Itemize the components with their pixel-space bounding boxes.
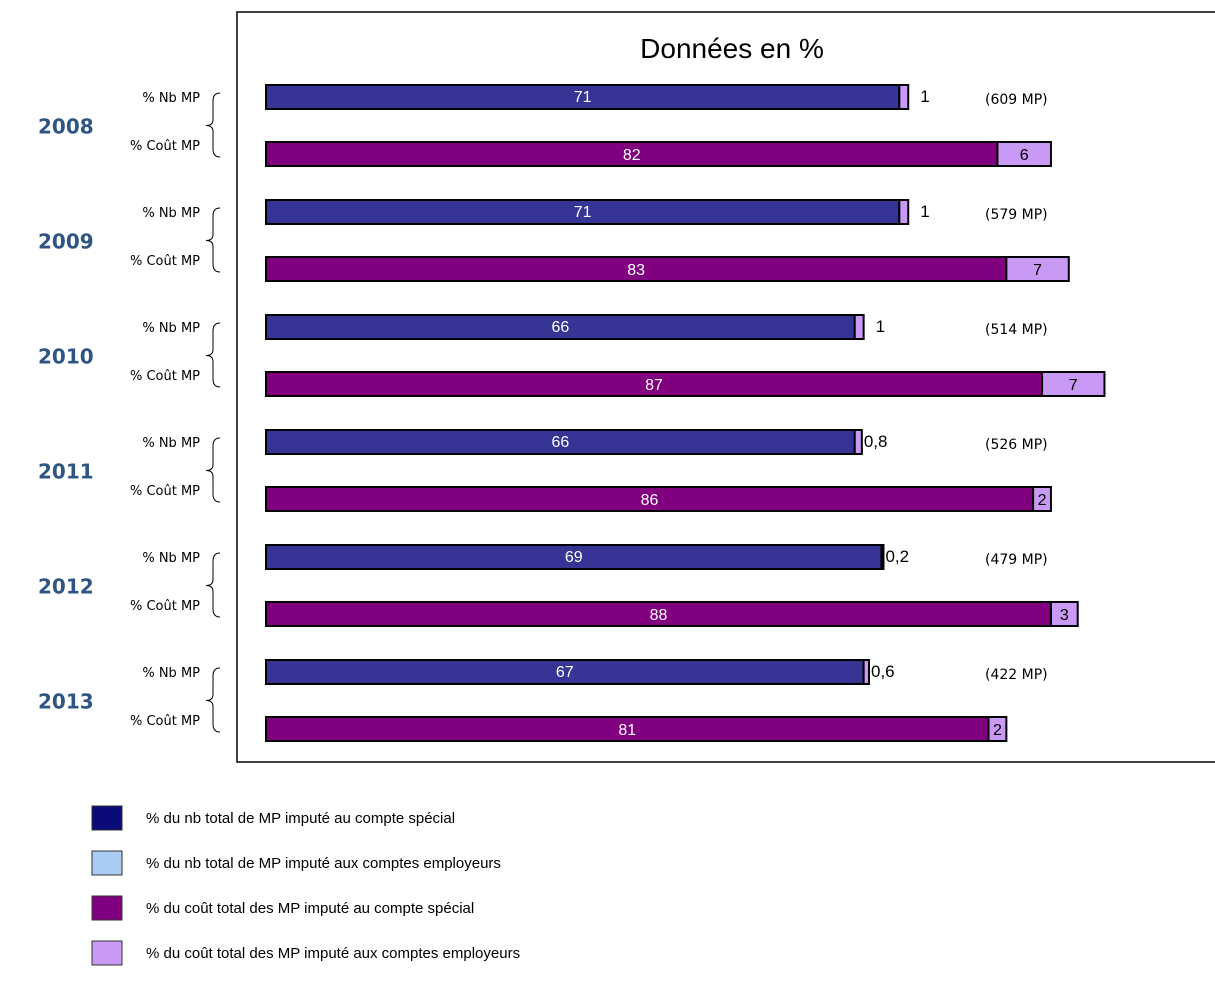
bar-cout-special	[265, 601, 1052, 627]
legend-swatch	[91, 850, 123, 876]
year-label: 2012	[38, 575, 94, 599]
legend-item-cout_special: % du coût total des MP imputé au compte …	[91, 895, 474, 921]
bar-cout-employeurs	[1005, 256, 1070, 282]
legend-swatch	[91, 805, 123, 831]
value-label-cout-special: 83	[627, 262, 645, 279]
brace	[205, 667, 221, 733]
legend-swatch	[91, 940, 123, 966]
row-label-nb: % Nb MP	[142, 551, 200, 566]
row-label-nb: % Nb MP	[142, 91, 200, 106]
legend-label: % du nb total de MP imputé aux comptes e…	[146, 855, 501, 872]
total-mp-label: (526 MP)	[985, 437, 1048, 453]
brace	[205, 207, 221, 273]
legend-label: % du coût total des MP imputé au compte …	[146, 900, 474, 917]
value-label-nb-employeurs: 1	[876, 317, 885, 336]
bar-group-2013: 2013 % Nb MP % Coût MP 67 0,6 (422 MP) 81 2	[38, 659, 1048, 742]
total-mp-label: (479 MP)	[985, 552, 1048, 568]
bar-group-2008: 2008 % Nb MP % Coût MP 71 1 (609 MP) 82 6	[38, 84, 1052, 167]
bar-cout-employeurs	[987, 716, 1008, 742]
value-label-nb-employeurs: 0,8	[864, 432, 888, 451]
brace	[205, 322, 221, 388]
year-label: 2011	[38, 460, 94, 484]
brace	[205, 92, 221, 158]
bar-nb-special	[265, 544, 883, 570]
year-label: 2010	[38, 345, 94, 369]
total-mp-label: (609 MP)	[985, 92, 1048, 108]
bar-cout-employeurs	[1032, 486, 1052, 512]
value-label-cout-employeurs: 2	[1038, 492, 1047, 509]
chart-title: Données en %	[640, 33, 824, 64]
bar-nb-employeurs	[853, 429, 863, 455]
value-label-nb-employeurs: 0,6	[871, 662, 895, 681]
year-label: 2013	[38, 690, 94, 714]
value-label-cout-special: 86	[641, 492, 659, 509]
legend-label: % du coût total des MP imputé aux compte…	[146, 945, 520, 962]
row-label-cout: % Coût MP	[130, 599, 200, 614]
bar-nb-special	[265, 429, 856, 455]
legend-label: % du nb total de MP imputé au compte spé…	[146, 810, 455, 827]
legend: % du nb total de MP imputé au compte spé…	[91, 805, 520, 966]
value-label-nb-special: 66	[551, 319, 569, 336]
legend-item-cout_employeurs: % du coût total des MP imputé aux compte…	[91, 940, 520, 966]
row-label-nb: % Nb MP	[142, 206, 200, 221]
value-label-cout-employeurs: 3	[1060, 607, 1069, 624]
value-label-cout-employeurs: 6	[1020, 147, 1029, 164]
year-label: 2008	[38, 115, 94, 139]
value-label-cout-special: 88	[650, 607, 668, 624]
brace	[205, 437, 221, 503]
value-label-cout-employeurs: 7	[1069, 377, 1078, 394]
value-label-nb-special: 71	[574, 89, 592, 106]
bar-cout-employeurs	[1041, 371, 1106, 397]
bar-group-2011: 2011 % Nb MP % Coût MP 66 0,8 (526 MP) 86 2	[38, 429, 1052, 512]
value-label-cout-special: 81	[618, 722, 636, 739]
row-label-cout: % Coût MP	[130, 714, 200, 729]
value-label-cout-employeurs: 7	[1033, 262, 1042, 279]
bar-cout-special	[265, 371, 1044, 397]
bar-cout-employeurs	[996, 141, 1052, 167]
value-label-cout-special: 82	[623, 147, 641, 164]
brace	[205, 552, 221, 618]
bar-nb-employeurs	[898, 199, 910, 225]
value-label-nb-special: 67	[556, 664, 574, 681]
total-mp-label: (579 MP)	[985, 207, 1048, 223]
value-label-nb-special: 66	[551, 434, 569, 451]
value-label-nb-special: 71	[574, 204, 592, 221]
bar-group-2009: 2009 % Nb MP % Coût MP 71 1 (579 MP) 83 7	[38, 199, 1070, 282]
legend-item-nb_special: % du nb total de MP imputé au compte spé…	[91, 805, 455, 831]
row-label-nb: % Nb MP	[142, 321, 200, 336]
bar-nb-special	[265, 199, 901, 225]
legend-item-nb_employeurs: % du nb total de MP imputé aux comptes e…	[91, 850, 501, 876]
bar-group-2012: 2012 % Nb MP % Coût MP 69 0,2 (479 MP) 88 3	[38, 544, 1079, 627]
row-label-cout: % Coût MP	[130, 484, 200, 499]
value-label-nb-employeurs: 0,2	[885, 547, 909, 566]
value-label-nb-employeurs: 1	[920, 202, 929, 221]
bar-group-2010: 2010 % Nb MP % Coût MP 66 1 (514 MP) 87 7	[38, 314, 1106, 397]
total-mp-label: (422 MP)	[985, 667, 1048, 683]
value-label-cout-special: 87	[645, 377, 663, 394]
bar-nb-employeurs	[853, 314, 865, 340]
bar-nb-employeurs	[862, 659, 870, 685]
bar-nb-employeurs	[880, 544, 885, 570]
value-label-cout-employeurs: 2	[993, 722, 1002, 739]
row-label-nb: % Nb MP	[142, 666, 200, 681]
row-label-cout: % Coût MP	[130, 139, 200, 154]
year-label: 2009	[38, 230, 94, 254]
value-label-nb-special: 69	[565, 549, 583, 566]
row-label-cout: % Coût MP	[130, 254, 200, 269]
bar-nb-employeurs	[898, 84, 910, 110]
row-label-cout: % Coût MP	[130, 369, 200, 384]
bar-cout-employeurs	[1049, 601, 1079, 627]
total-mp-label: (514 MP)	[985, 322, 1048, 338]
legend-swatch	[91, 895, 123, 921]
value-label-nb-employeurs: 1	[920, 87, 929, 106]
bar-nb-special	[265, 84, 901, 110]
row-label-nb: % Nb MP	[142, 436, 200, 451]
